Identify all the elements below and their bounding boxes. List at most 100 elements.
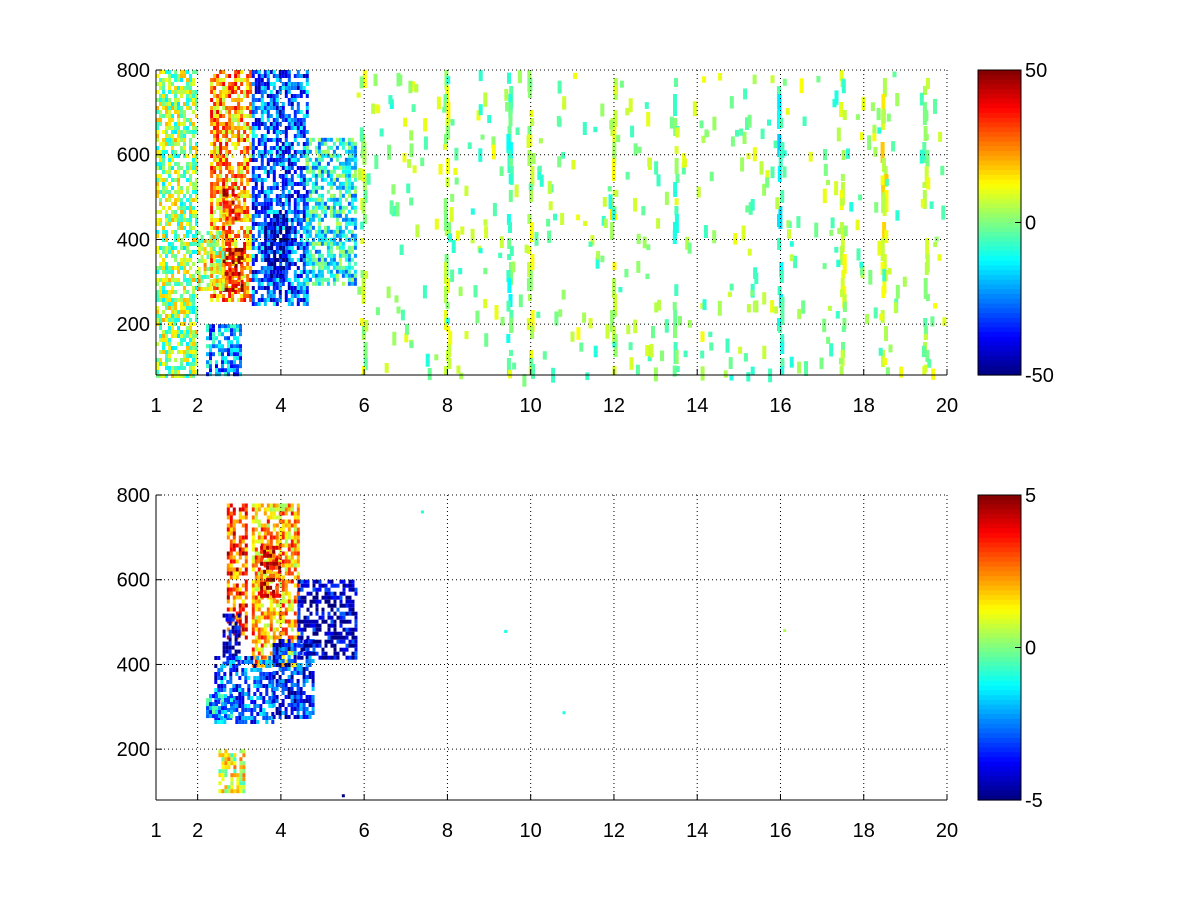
- heatmap-cell: [165, 314, 168, 318]
- heatmap-cell: [226, 696, 230, 700]
- heatmap-cell: [228, 230, 232, 234]
- heatmap-cell: [782, 166, 787, 178]
- heatmap-cell: [299, 218, 303, 222]
- heatmap-cell: [177, 282, 180, 286]
- heatmap-cell: [262, 716, 266, 720]
- heatmap-cell: [232, 587, 236, 592]
- heatmap-cell: [266, 559, 270, 564]
- heatmap-cell: [225, 166, 229, 170]
- heatmap-cell: [240, 283, 244, 288]
- heatmap-cell: [700, 331, 705, 342]
- heatmap-cell: [363, 342, 368, 358]
- heatmap-cell: [189, 214, 192, 218]
- heatmap-cell: [272, 146, 276, 150]
- heatmap-cell: [508, 294, 513, 307]
- heatmap-cell: [228, 226, 232, 230]
- heatmap-cell: [195, 94, 198, 98]
- heatmap-cell: [335, 273, 339, 278]
- heatmap-cell: [839, 222, 844, 231]
- heatmap-cell: [593, 345, 598, 358]
- heatmap-cell: [302, 178, 306, 182]
- heatmap-cell: [338, 193, 342, 198]
- heatmap-cell: [257, 579, 261, 584]
- heatmap-cell: [219, 178, 223, 182]
- heatmap-cell: [225, 122, 229, 126]
- heatmap-cell: [302, 278, 306, 282]
- heatmap-cell: [272, 102, 276, 106]
- heatmap-cell: [225, 208, 229, 213]
- heatmap-cell: [237, 200, 241, 205]
- heatmap-cell: [739, 128, 744, 136]
- heatmap-cell: [284, 559, 288, 564]
- heatmap-cell: [528, 183, 533, 191]
- heatmap-cell: [237, 162, 241, 166]
- heatmap-cell: [314, 273, 318, 278]
- heatmap-cell: [177, 178, 180, 182]
- heatmap-cell: [251, 302, 255, 306]
- heatmap-cell: [673, 118, 678, 136]
- heatmap-cell: [335, 185, 339, 190]
- heatmap-cell: [293, 531, 297, 536]
- heatmap-cell: [263, 110, 267, 114]
- heatmap-cell: [162, 302, 165, 306]
- heatmap-cell: [159, 198, 162, 202]
- heatmap-cell: [527, 214, 532, 224]
- heatmap-cell: [171, 270, 174, 274]
- heatmap-cell: [257, 98, 261, 102]
- heatmap-cell: [347, 257, 351, 262]
- heatmap-cell: [287, 639, 291, 643]
- heatmap-cell: [305, 711, 309, 715]
- heatmap-cell: [303, 619, 307, 624]
- heatmap-cell: [232, 595, 236, 600]
- heatmap-cell: [284, 571, 288, 576]
- heatmap-cell: [451, 239, 456, 253]
- heatmap-cell: [241, 660, 245, 664]
- heatmap-cell: [327, 611, 331, 616]
- heatmap-cell: [162, 182, 165, 186]
- heatmap-cell: [221, 710, 224, 715]
- heatmap-cell: [284, 174, 288, 178]
- heatmap-cell: [290, 166, 294, 170]
- heatmap-cell: [359, 127, 364, 142]
- heatmap-cell: [254, 222, 258, 226]
- heatmap-cell: [305, 74, 309, 78]
- heatmap-cell: [177, 186, 180, 190]
- heatmap-cell: [249, 158, 253, 162]
- heatmap-cell: [407, 159, 412, 168]
- heatmap-cell: [400, 309, 405, 321]
- heatmap-cell: [243, 114, 247, 118]
- heatmap-cell: [296, 158, 300, 162]
- heatmap-cell: [785, 108, 790, 115]
- heatmap-cell: [215, 372, 218, 377]
- heatmap-cell: [284, 166, 288, 170]
- heatmap-cell: [183, 90, 186, 94]
- heatmap-cell: [165, 230, 168, 234]
- heatmap-cell: [314, 165, 318, 170]
- colorbar-segment: [978, 89, 1021, 95]
- heatmap-cell: [395, 202, 400, 217]
- heatmap-cell: [321, 611, 325, 616]
- heatmap-cell: [296, 282, 300, 286]
- heatmap-cell: [171, 218, 174, 222]
- heatmap-cell: [221, 263, 225, 267]
- heatmap-cell: [168, 174, 171, 178]
- heatmap-cell: [281, 627, 285, 632]
- heatmap-cell: [275, 539, 279, 544]
- heatmap-cell: [165, 366, 168, 370]
- heatmap-cell: [287, 302, 291, 306]
- heatmap-cell: [296, 715, 300, 719]
- heatmap-cell: [180, 150, 183, 154]
- heatmap-cell: [780, 296, 785, 303]
- heatmap-cell: [281, 687, 285, 691]
- heatmap-cell: [777, 110, 781, 129]
- heatmap-cell: [279, 262, 283, 266]
- heatmap-cell: [177, 138, 180, 142]
- heatmap-cell: [224, 694, 227, 699]
- heatmap-cell: [236, 372, 239, 377]
- heatmap-cell: [165, 270, 168, 274]
- heatmap-cell: [314, 157, 318, 162]
- heatmap-cell: [260, 230, 264, 234]
- heatmap-cell: [746, 304, 751, 313]
- heatmap-cell: [180, 202, 183, 206]
- heatmap-cell: [315, 603, 319, 608]
